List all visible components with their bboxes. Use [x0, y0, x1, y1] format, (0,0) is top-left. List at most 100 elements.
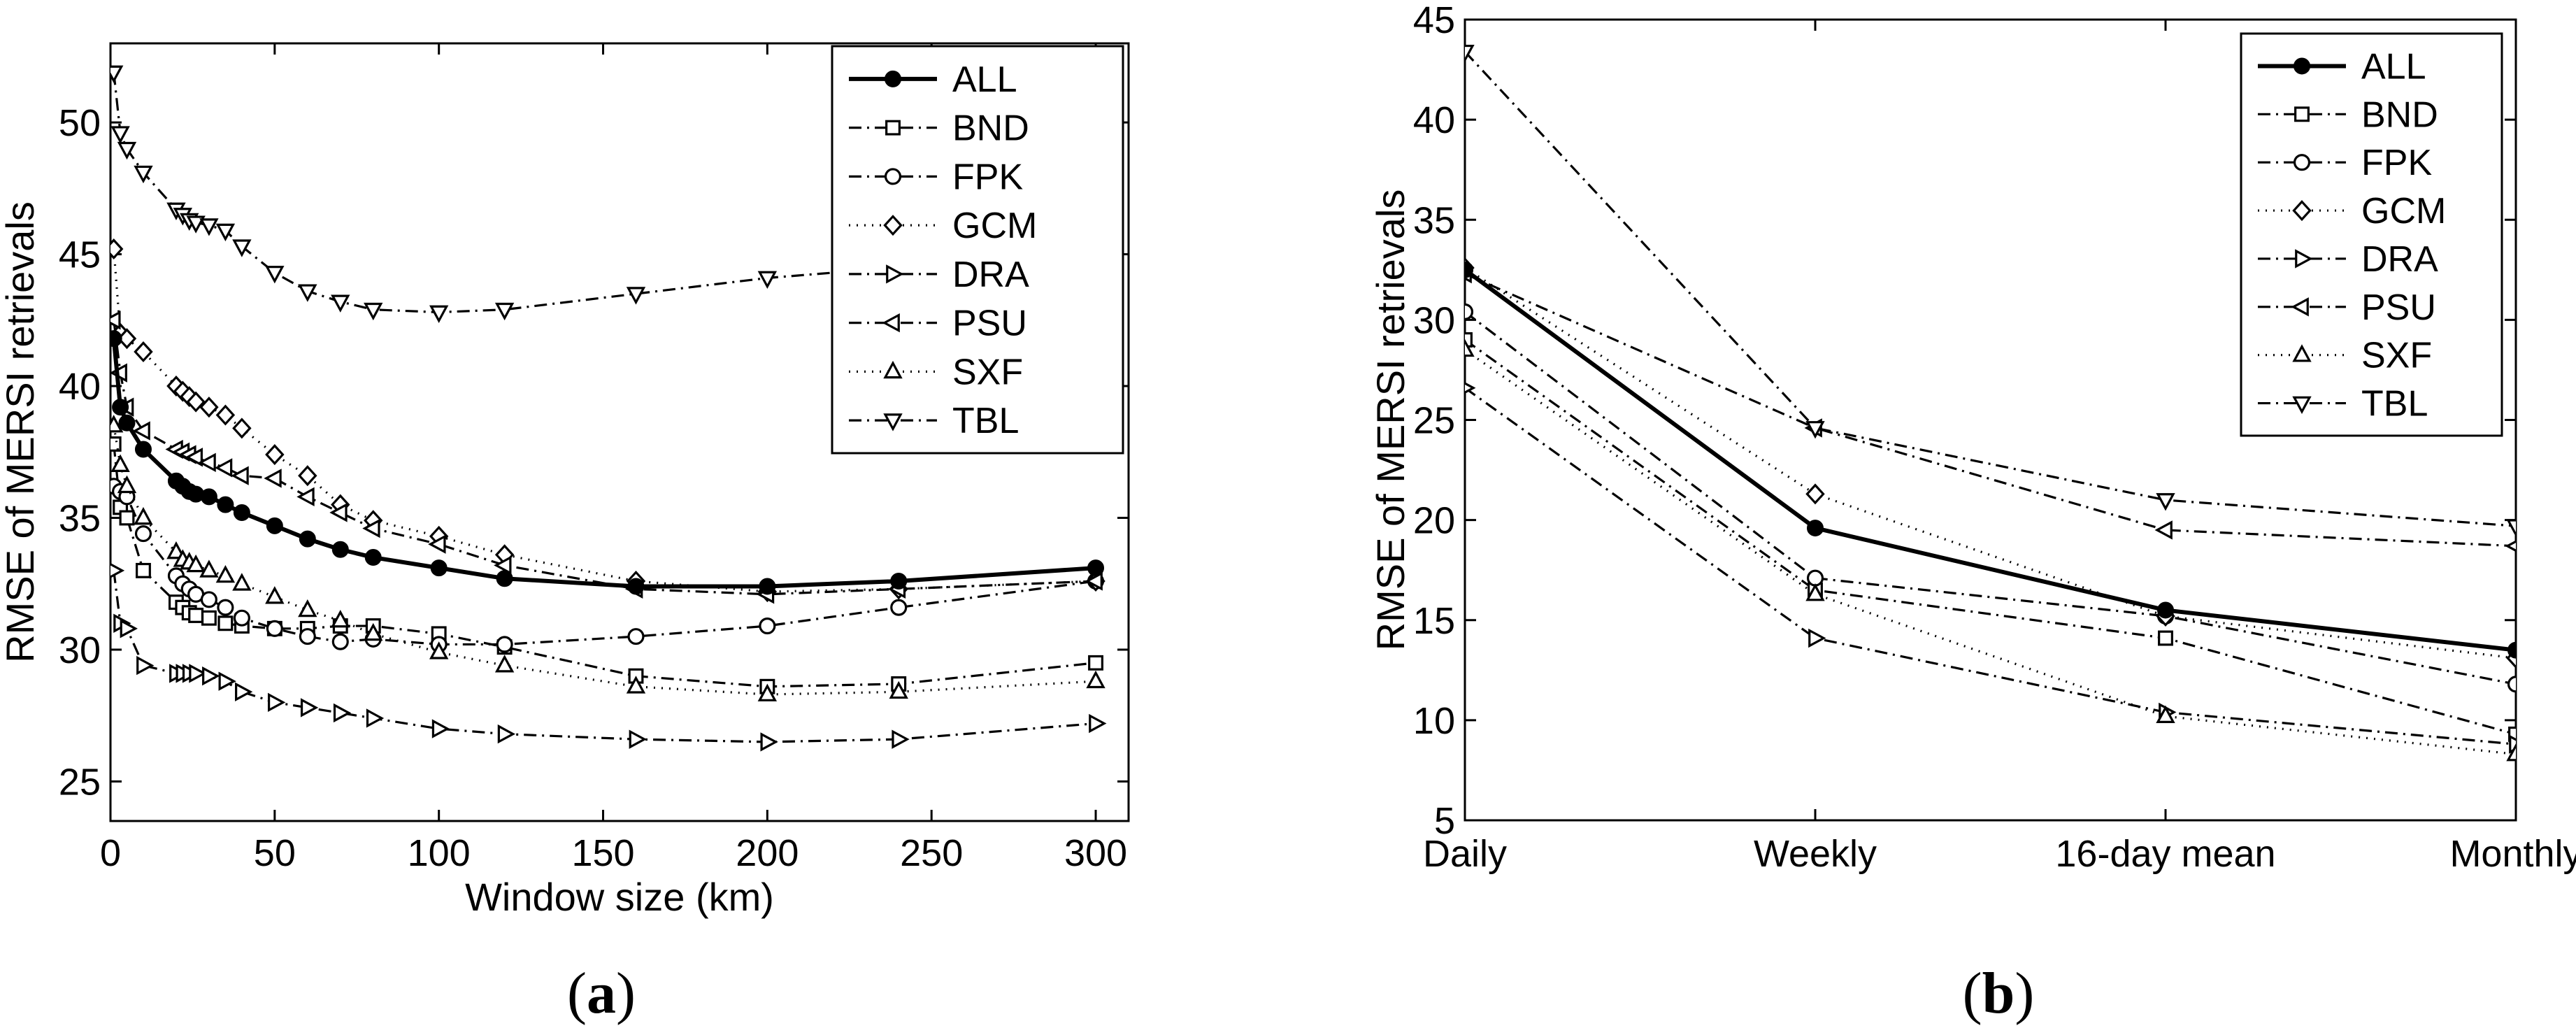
data-point-fpk — [759, 617, 776, 635]
x-tick-label: 150 — [571, 832, 634, 874]
y-axis-label: RMSE of MERSI retrievals — [1368, 190, 1412, 651]
data-point-all — [2157, 601, 2174, 619]
data-point-tbl — [232, 239, 252, 257]
data-point-fpk — [200, 591, 217, 608]
data-point-fpk — [134, 525, 152, 543]
data-point-dra — [202, 666, 220, 686]
data-point-bnd — [119, 510, 135, 526]
data-point-all — [118, 414, 136, 431]
data-point-sxf — [232, 573, 252, 591]
data-point-psu — [1085, 571, 1103, 591]
data-point-all — [496, 570, 513, 587]
data-point-sxf — [757, 683, 778, 701]
data-point-dra — [2509, 734, 2516, 754]
data-point-gcm — [232, 417, 252, 439]
data-point-all — [299, 530, 316, 548]
data-point-dra — [1089, 713, 1107, 734]
data-point-all — [200, 488, 217, 506]
data-point-gcm — [134, 341, 153, 363]
legend-label: ALL — [952, 59, 1017, 100]
x-tick-label: 300 — [1064, 832, 1127, 874]
data-point-sxf — [199, 559, 219, 578]
data-point-all — [331, 541, 349, 558]
x-tick-label: 100 — [408, 832, 471, 874]
data-point-dra — [110, 563, 125, 578]
data-point-sxf — [1805, 583, 1825, 601]
x-category-label: Weekly — [1754, 833, 1877, 875]
x-tick-label: 200 — [736, 832, 799, 874]
data-point-psu — [428, 534, 446, 554]
x-category-label: Monthly — [2449, 833, 2576, 875]
series-line-all — [1465, 268, 2516, 652]
legend-label: DRA — [952, 255, 1029, 295]
y-tick-label: 40 — [59, 366, 101, 408]
legend-box — [831, 45, 1124, 455]
y-tick-label: 5 — [1434, 800, 1455, 842]
data-point-tbl — [2506, 519, 2516, 537]
data-point-fpk — [217, 599, 234, 616]
data-point-all — [2507, 641, 2516, 659]
legend-label: FPK — [2361, 143, 2432, 183]
data-point-sxf — [265, 586, 285, 604]
data-point-dra — [189, 664, 207, 683]
data-point-bnd — [188, 608, 204, 623]
data-point-psu — [132, 421, 150, 441]
series-line-bnd — [113, 443, 1096, 688]
data-point-tbl — [134, 165, 153, 184]
x-axis-label: Window size (km) — [465, 875, 774, 919]
data-point-psu — [329, 503, 348, 522]
y-tick-label: 25 — [59, 761, 101, 803]
legend-marker-all — [2294, 57, 2310, 75]
data-point-psu — [231, 466, 249, 485]
y-tick-label: 40 — [1413, 99, 1455, 141]
data-point-sxf — [110, 415, 124, 433]
y-tick-label: 10 — [1413, 700, 1455, 742]
data-point-all — [759, 578, 776, 595]
legend-label: GCM — [952, 206, 1037, 246]
series-layer — [1465, 44, 2516, 762]
data-point-fpk — [890, 599, 908, 616]
legend-label: GCM — [2361, 191, 2446, 231]
data-point-fpk — [331, 633, 349, 650]
series-layer — [110, 65, 1107, 752]
data-point-tbl — [2156, 493, 2175, 511]
data-point-sxf — [494, 655, 515, 673]
data-point-psu — [214, 458, 233, 478]
chart-panel-b: 5 10 15 20 25 30 35 40 45 Daily Weekly 16-day mean M… — [1368, 0, 2576, 1026]
data-point-dra — [497, 724, 516, 744]
data-point-psu — [185, 448, 203, 467]
legend-marker-bnd — [885, 120, 901, 136]
data-point-fpk — [1465, 303, 1474, 320]
series-line-fpk — [113, 485, 1096, 646]
data-point-gcm — [110, 238, 124, 260]
data-point-bnd — [1465, 332, 1473, 348]
legend-label: PSU — [952, 304, 1027, 344]
data-point-dra — [431, 719, 450, 738]
data-point-sxf — [1465, 338, 1475, 357]
y-tick-label: 15 — [1413, 600, 1455, 642]
data-point-gcm — [199, 397, 219, 418]
data-point-dra — [366, 708, 385, 728]
data-point-dra — [760, 732, 778, 752]
data-point-fpk — [627, 628, 645, 645]
legend-marker-gcm — [883, 215, 903, 236]
data-point-all — [112, 399, 129, 416]
data-point-gcm — [298, 465, 317, 487]
data-point-dra — [1465, 382, 1476, 394]
data-point-psu — [264, 469, 282, 488]
legend-marker-psu — [2291, 297, 2309, 317]
data-point-all — [890, 572, 908, 590]
chart-panel-a: 25 30 35 40 45 50 0 50 100 150 200 250 300 Window siz… — [0, 42, 1130, 1026]
legend-marker-fpk — [2293, 154, 2311, 171]
data-point-all — [266, 517, 283, 534]
data-point-tbl — [494, 302, 515, 321]
data-point-bnd — [217, 615, 234, 631]
data-point-dra — [120, 619, 138, 638]
legend-marker-sxf — [883, 360, 903, 379]
data-point-psu — [2505, 540, 2516, 552]
legend-marker-all — [885, 70, 901, 87]
series-line-sxf — [113, 425, 1096, 696]
data-point-all — [1087, 559, 1105, 577]
legend-label: TBL — [952, 401, 1019, 441]
data-point-all — [233, 504, 250, 521]
